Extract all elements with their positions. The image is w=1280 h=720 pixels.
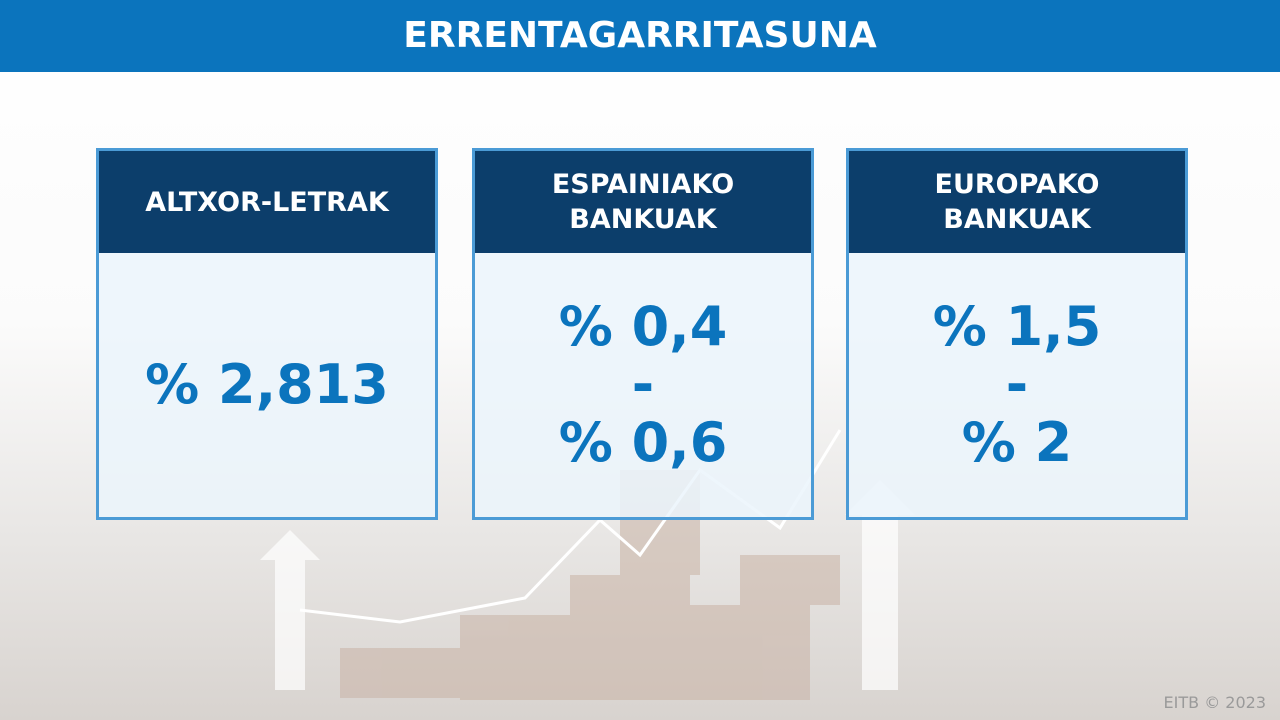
card-title: EUROPAKO BANKUAK — [849, 151, 1185, 253]
card-title: ALTXOR-LETRAK — [99, 151, 435, 253]
card-title: ESPAINIAKO BANKUAK — [475, 151, 811, 253]
card: ESPAINIAKO BANKUAK % 0,4-% 0,6 — [472, 148, 814, 520]
card-value: % 0,4-% 0,6 — [475, 253, 811, 517]
card-value-line: % 0,4 — [558, 295, 728, 358]
card-value: % 1,5-% 2 — [849, 253, 1185, 517]
card-value-line: % 2,813 — [145, 353, 389, 416]
credit: EITB © 2023 — [1163, 693, 1266, 712]
card-value-line: % 1,5 — [932, 295, 1102, 358]
card-title-line: BANKUAK — [943, 204, 1091, 235]
card-title-line: BANKUAK — [569, 204, 717, 235]
card-value: % 2,813 — [99, 253, 435, 517]
header-title: ERRENTAGARRITASUNA — [0, 0, 1280, 72]
card-title-line: EUROPAKO — [934, 169, 1100, 200]
card-title-line: ESPAINIAKO — [551, 169, 735, 200]
card: ALTXOR-LETRAK % 2,813 — [96, 148, 438, 520]
card-value-line: - — [631, 353, 655, 416]
card: EUROPAKO BANKUAK % 1,5-% 2 — [846, 148, 1188, 520]
card-title-line: ALTXOR-LETRAK — [145, 186, 389, 218]
card-value-line: - — [1005, 353, 1029, 416]
card-value-line: % 0,6 — [558, 411, 728, 474]
card-value-line: % 2 — [961, 411, 1073, 474]
